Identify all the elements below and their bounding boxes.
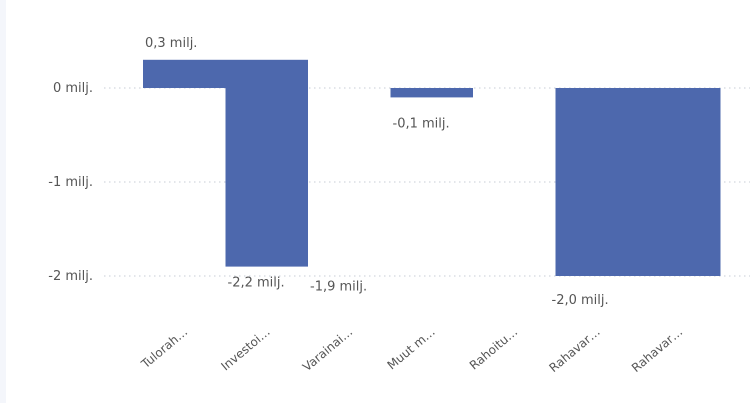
x-tick-label: Rahavar… [546, 325, 602, 375]
x-tick-label: Tulorah… [138, 325, 190, 372]
x-tick-label: Varainai… [300, 325, 355, 375]
bar [143, 59, 226, 88]
data-label: -1,9 milj. [310, 280, 367, 295]
x-tick-label: Rahoitu… [467, 325, 520, 373]
data-label: 0,3 milj. [145, 36, 197, 51]
data-label: -0,1 milj. [393, 116, 450, 131]
y-tick-label: -2 milj. [48, 269, 93, 284]
x-tick-label: Rahavar… [629, 325, 685, 375]
bar [390, 88, 473, 98]
bar [225, 59, 308, 267]
bar [555, 88, 638, 276]
x-tick-label: Muut m… [385, 325, 438, 373]
data-label: -2,0 milj. [552, 293, 609, 308]
y-tick-label: -1 milj. [48, 175, 93, 190]
bar [638, 88, 721, 276]
y-tick-label: 0 milj. [53, 81, 93, 96]
x-tick-label: Investoi… [218, 325, 272, 374]
left-edge-strip [0, 0, 6, 403]
data-label: -2,2 milj. [228, 276, 285, 291]
